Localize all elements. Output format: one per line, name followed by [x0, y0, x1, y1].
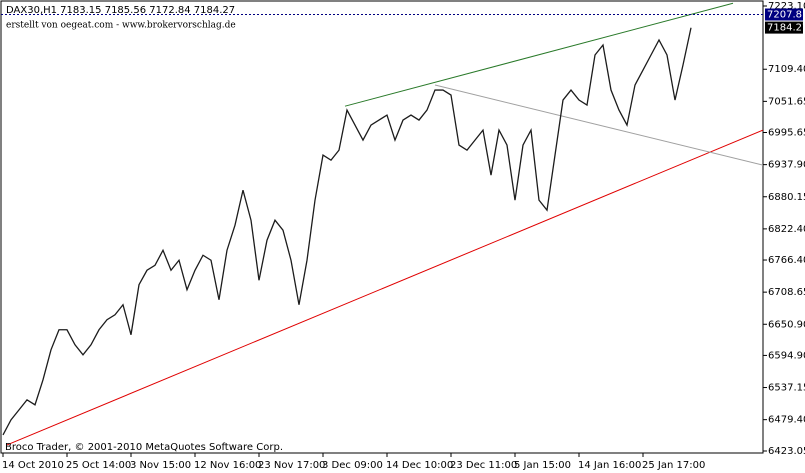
x-tick-label: 14 Dec 10:00 — [386, 460, 453, 471]
x-tick-label: 23 Nov 17:00 — [258, 460, 325, 471]
x-tick-label: 14 Jan 16:00 — [578, 460, 641, 471]
x-tick-label: 3 Nov 15:00 — [130, 460, 191, 471]
y-tick-label: 6650.90 — [768, 319, 805, 330]
y-tick-label: 6880.15 — [768, 192, 805, 203]
chart-title: DAX30,H1 7183.15 7185.56 7172.84 7184.27 — [6, 5, 235, 16]
trendline — [6, 129, 763, 446]
y-tick-label: 6479.40 — [768, 415, 805, 426]
price-label: 7207.81 — [767, 10, 805, 21]
x-tick-label: 3 Dec 09:00 — [322, 460, 383, 471]
trendline — [434, 84, 763, 166]
y-tick-label: 6594.90 — [768, 350, 805, 361]
y-tick-label: 7223.10 — [768, 1, 805, 12]
x-tick-label: 12 Nov 16:00 — [194, 460, 261, 471]
price-label-box — [765, 8, 803, 21]
y-tick-label: 6937.90 — [768, 160, 805, 171]
x-tick-label: 23 Dec 11:00 — [450, 460, 517, 471]
trendline — [344, 2, 734, 107]
y-tick-label: 6537.15 — [768, 383, 805, 394]
y-tick-label: 7051.65 — [768, 96, 805, 107]
x-tick-label: 14 Oct 2010 — [2, 460, 64, 471]
y-tick-label: 6766.40 — [768, 255, 805, 266]
plot-area — [2, 2, 763, 446]
y-tick-label: 6995.65 — [768, 128, 805, 139]
chart-subtitle: erstellt von oegeat.com - www.brokervors… — [6, 21, 236, 31]
y-tick-label: 7109.40 — [768, 64, 805, 75]
footer: Broco Trader, © 2001-2010 MetaQuotes Sof… — [5, 442, 283, 453]
price-label-box — [765, 21, 803, 34]
x-tick-label: 5 Jan 15:00 — [514, 460, 571, 471]
y-tick-label: 6708.65 — [768, 287, 805, 298]
x-tick-label: 25 Jan 17:00 — [642, 460, 705, 471]
price-line — [2, 27, 692, 436]
price-label: 7184.27 — [767, 23, 805, 34]
x-tick-label: 25 Oct 14:00 — [66, 460, 131, 471]
y-tick-label: 6822.40 — [768, 224, 805, 235]
y-tick-label: 6423.05 — [768, 446, 805, 457]
plot-frame — [0, 0, 764, 454]
